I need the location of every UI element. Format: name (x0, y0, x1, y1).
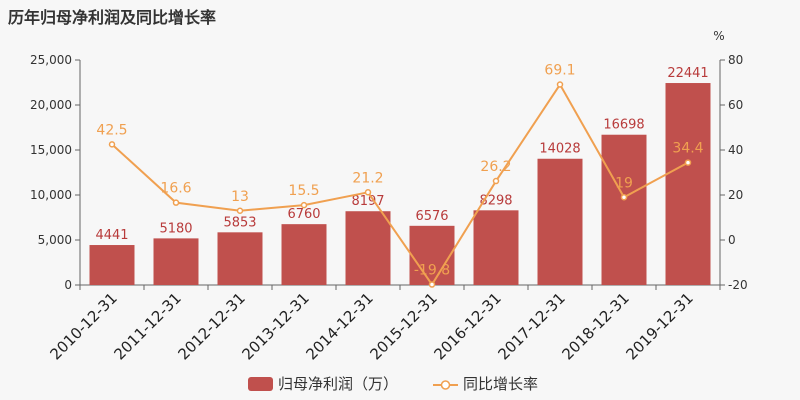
y-right-tick-label: 0 (728, 233, 736, 247)
bar (537, 158, 583, 285)
x-tick-label: 2014-12-31 (302, 289, 376, 363)
growth-point (556, 81, 564, 88)
bar-value-label: 8298 (479, 193, 512, 208)
growth-value-label: 21.2 (352, 170, 383, 186)
x-tick-label: 2010-12-31 (46, 289, 120, 363)
bar (473, 210, 519, 285)
growth-point (492, 177, 500, 185)
bar (89, 245, 135, 285)
y-right-tick-label: 60 (728, 98, 743, 112)
x-tick-label: 2012-12-31 (174, 289, 248, 363)
growth-value-label: 16.6 (160, 181, 191, 197)
growth-value-label: 69.1 (544, 63, 575, 79)
y-right-tick-label: 20 (728, 188, 743, 202)
bar-value-label: 6576 (415, 209, 448, 224)
bar-value-label: 5853 (223, 215, 256, 230)
growth-point (300, 201, 308, 209)
y-left-tick-label: 25,000 (30, 53, 72, 67)
growth-value-label: 13 (231, 189, 249, 205)
bar-value-label: 5180 (159, 221, 192, 236)
growth-value-label: -19.8 (414, 263, 450, 279)
growth-point (364, 189, 372, 196)
x-tick-label: 2019-12-31 (622, 289, 696, 363)
x-tick-label: 2015-12-31 (366, 289, 440, 363)
bar (281, 224, 327, 285)
x-tick-label: 2013-12-31 (238, 289, 312, 363)
y-left-tick-label: 10,000 (30, 188, 72, 202)
legend-line-label: 同比增长率 (463, 375, 538, 393)
growth-value-label: 42.5 (96, 122, 127, 138)
bar-value-label: 6760 (287, 207, 320, 222)
growth-point (620, 194, 628, 201)
y-right-tick-label: 40 (728, 143, 743, 157)
bar-value-label: 16698 (603, 118, 644, 133)
legend-bar-label: 归母净利润（万） (278, 375, 398, 393)
x-tick-label: 2016-12-31 (430, 289, 504, 363)
bar-value-label: 8197 (351, 194, 384, 209)
bar (345, 211, 391, 285)
growth-value-label: 19 (615, 175, 633, 191)
y-right-unit-label: % (713, 29, 724, 43)
chart-title: 历年归母净利润及同比增长率 (8, 8, 217, 27)
growth-point (108, 141, 116, 148)
y-left-tick-label: 20,000 (30, 98, 72, 112)
bar (409, 225, 455, 285)
bar (217, 232, 263, 285)
x-tick-label: 2011-12-31 (110, 289, 184, 363)
growth-value-label: 26.2 (480, 159, 511, 175)
growth-point (428, 281, 436, 288)
bar-value-label: 22441 (667, 66, 708, 81)
growth-line (111, 82, 689, 287)
bar (601, 134, 647, 285)
legend-bar-swatch (248, 377, 273, 391)
growth-point (172, 199, 180, 206)
bar-value-label: 4441 (95, 228, 128, 243)
y-right-tick-label: -20 (728, 278, 748, 292)
growth-value-label: 15.5 (288, 183, 319, 199)
bar (153, 238, 199, 285)
x-tick-label: 2018-12-31 (558, 289, 632, 363)
growth-point (684, 159, 692, 166)
growth-point (236, 207, 244, 214)
y-right-tick-label: 80 (728, 53, 743, 67)
x-tick-label: 2017-12-31 (494, 289, 568, 363)
bar (665, 83, 711, 285)
y-left-tick-label: 15,000 (30, 143, 72, 157)
y-left-tick-label: 0 (64, 278, 72, 292)
bar-value-label: 14028 (539, 142, 580, 157)
legend-line-marker (440, 380, 451, 390)
y-left-tick-label: 5,000 (38, 233, 72, 247)
growth-value-label: 34.4 (672, 141, 703, 157)
